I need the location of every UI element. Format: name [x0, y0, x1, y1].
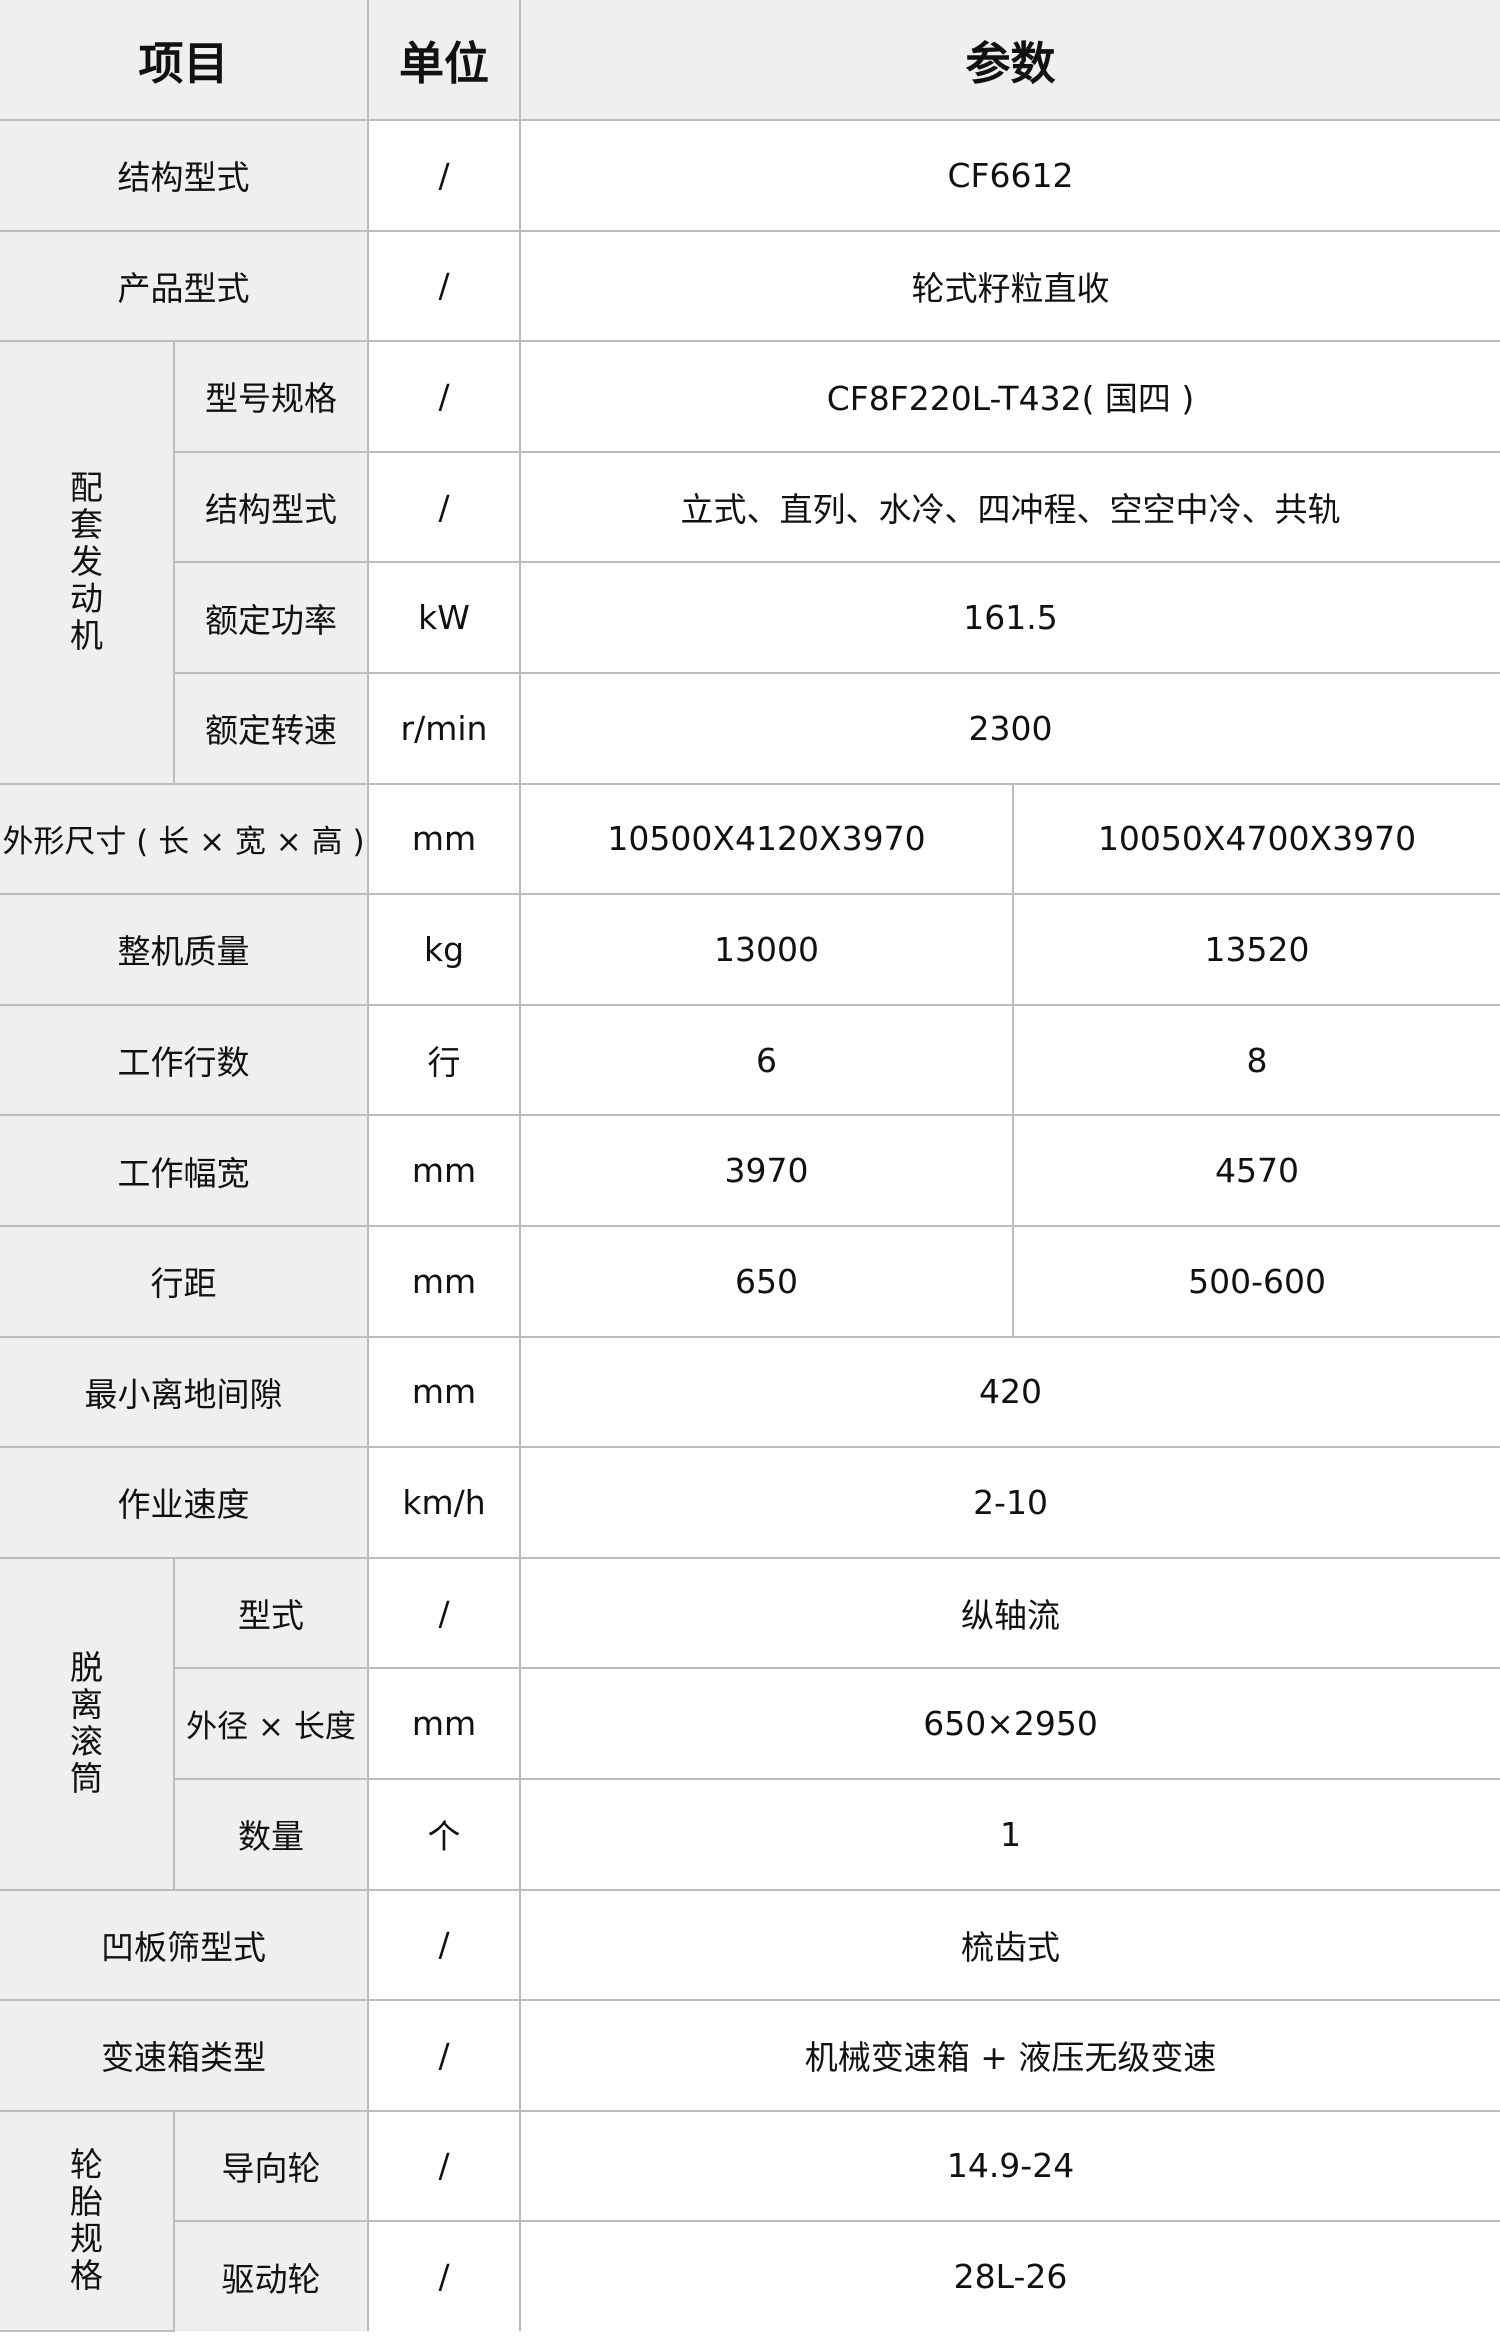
row-value: 1	[519, 1777, 1500, 1891]
row-value-b: 8	[1012, 1003, 1500, 1117]
row-unit: /	[367, 1999, 522, 2112]
row-unit: r/min	[367, 671, 522, 785]
table-row: 行距 mm 650 500-600	[0, 1224, 1500, 1338]
row-unit: mm	[367, 1224, 522, 1338]
group-engine: 配套发动机	[0, 340, 175, 785]
row-value-a: 13000	[519, 893, 1015, 1006]
group-drum: 脱离滚筒	[0, 1556, 175, 1891]
row-unit: /	[367, 119, 522, 232]
row-label: 导向轮	[172, 2109, 370, 2223]
row-value: 650×2950	[519, 1667, 1500, 1780]
row-value-a: 10500X4120X3970	[519, 782, 1015, 896]
table-row: 工作行数 行 6 8	[0, 1003, 1500, 1117]
row-label: 作业速度	[0, 1446, 370, 1559]
row-value-b: 10050X4700X3970	[1012, 782, 1500, 896]
row-label: 工作行数	[0, 1003, 370, 1117]
row-unit: mm	[367, 1114, 522, 1227]
table-row: 凹板筛型式 / 梳齿式	[0, 1888, 1500, 2002]
row-unit: /	[367, 2220, 522, 2331]
row-unit: /	[367, 340, 522, 453]
row-unit: /	[367, 1888, 522, 2002]
row-value-a: 6	[519, 1003, 1015, 1117]
table-row: 最小离地间隙 mm 420	[0, 1335, 1500, 1449]
table-row: 作业速度 km/h 2-10	[0, 1446, 1500, 1559]
row-value: 纵轴流	[519, 1556, 1500, 1670]
group-label: 脱离滚筒	[70, 1648, 103, 1799]
row-unit: mm	[367, 1667, 522, 1780]
group-tires: 轮胎规格	[0, 2109, 175, 2332]
row-unit: /	[367, 229, 522, 343]
row-value: CF6612	[519, 119, 1500, 232]
table-row: 驱动轮 / 28L-26	[0, 2220, 1500, 2331]
table-row: 数量 个 1	[0, 1777, 1500, 1891]
row-label: 变速箱类型	[0, 1999, 370, 2112]
table-row: 结构型式 / CF6612	[0, 119, 1500, 232]
table-row: 配套发动机 型号规格 / CF8F220L-T432( 国四 )	[0, 340, 1500, 785]
row-unit: /	[367, 2109, 522, 2223]
row-value: 161.5	[519, 561, 1500, 674]
row-label: 凹板筛型式	[0, 1888, 370, 2002]
table-row: 脱离滚筒 型式 / 纵轴流	[0, 1556, 1500, 1891]
row-value: 28L-26	[519, 2220, 1500, 2331]
row-label: 型号规格	[172, 340, 370, 453]
row-label: 整机质量	[0, 893, 370, 1006]
row-unit: 行	[367, 1003, 522, 1117]
row-unit: /	[367, 450, 522, 564]
row-value-a: 3970	[519, 1114, 1015, 1227]
row-label: 型式	[172, 1556, 370, 1670]
row-value-b: 13520	[1012, 893, 1500, 1006]
table-row: 产品型式 / 轮式籽粒直收	[0, 229, 1500, 343]
row-value: 2300	[519, 671, 1500, 785]
table-row: 结构型式 / 立式、直列、水冷、四冲程、空空中冷、共轨	[0, 450, 1500, 564]
row-value-a: 650	[519, 1224, 1015, 1338]
row-label: 数量	[174, 1777, 370, 1891]
row-label: 工作幅宽	[0, 1114, 370, 1227]
table-row: 轮胎规格 导向轮 / 14.9-24	[0, 2109, 1500, 2332]
row-value-b: 4570	[1012, 1114, 1500, 1227]
row-value: 2-10	[519, 1446, 1500, 1559]
table-row: 额定转速 r/min 2300	[0, 671, 1500, 785]
row-label: 行距	[0, 1224, 370, 1338]
table-row: 变速箱类型 / 机械变速箱 + 液压无级变速	[0, 1999, 1500, 2112]
table-row: 外形尺寸 ( 长 × 宽 × 高 ) mm 10500X4120X3970 10…	[0, 782, 1500, 896]
row-unit: kW	[367, 561, 522, 674]
table-row: 工作幅宽 mm 3970 4570	[0, 1114, 1500, 1227]
header-unit: 单位	[367, 0, 522, 121]
group-label: 轮胎规格	[70, 2145, 103, 2296]
table-header: 项目 单位 参数	[0, 0, 1500, 121]
row-value: 梳齿式	[519, 1888, 1500, 2002]
row-label: 额定转速	[174, 671, 370, 785]
row-value: 轮式籽粒直收	[519, 229, 1500, 343]
row-unit: mm	[367, 782, 522, 896]
row-label: 外形尺寸 ( 长 × 宽 × 高 )	[0, 782, 370, 896]
row-unit: mm	[367, 1335, 522, 1449]
row-label: 外径 × 长度	[174, 1667, 370, 1780]
row-label: 驱动轮	[174, 2220, 370, 2331]
row-unit: kg	[367, 893, 522, 1006]
row-value: 14.9-24	[519, 2109, 1500, 2223]
table-row: 外径 × 长度 mm 650×2950	[0, 1667, 1500, 1780]
table-row: 整机质量 kg 13000 13520	[0, 893, 1500, 1006]
row-unit: /	[367, 1556, 522, 1670]
row-value: 机械变速箱 + 液压无级变速	[519, 1999, 1500, 2112]
table-row: 额定功率 kW 161.5	[0, 561, 1500, 674]
row-value: 420	[519, 1335, 1500, 1449]
row-value-b: 500-600	[1012, 1224, 1500, 1338]
row-unit: 个	[367, 1777, 522, 1891]
row-value: 立式、直列、水冷、四冲程、空空中冷、共轨	[519, 450, 1500, 564]
row-unit: km/h	[367, 1446, 522, 1559]
header-params: 参数	[519, 0, 1500, 121]
row-label: 产品型式	[0, 229, 370, 343]
group-label: 配套发动机	[70, 468, 103, 656]
header-item: 项目	[0, 0, 370, 121]
row-label: 结构型式	[174, 450, 370, 564]
row-label: 结构型式	[0, 119, 370, 232]
row-value: CF8F220L-T432( 国四 )	[519, 340, 1500, 453]
row-label: 最小离地间隙	[0, 1335, 370, 1449]
row-label: 额定功率	[174, 561, 370, 674]
